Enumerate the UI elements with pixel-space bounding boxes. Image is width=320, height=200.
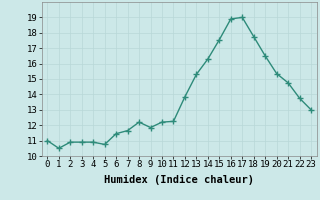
X-axis label: Humidex (Indice chaleur): Humidex (Indice chaleur) bbox=[104, 175, 254, 185]
